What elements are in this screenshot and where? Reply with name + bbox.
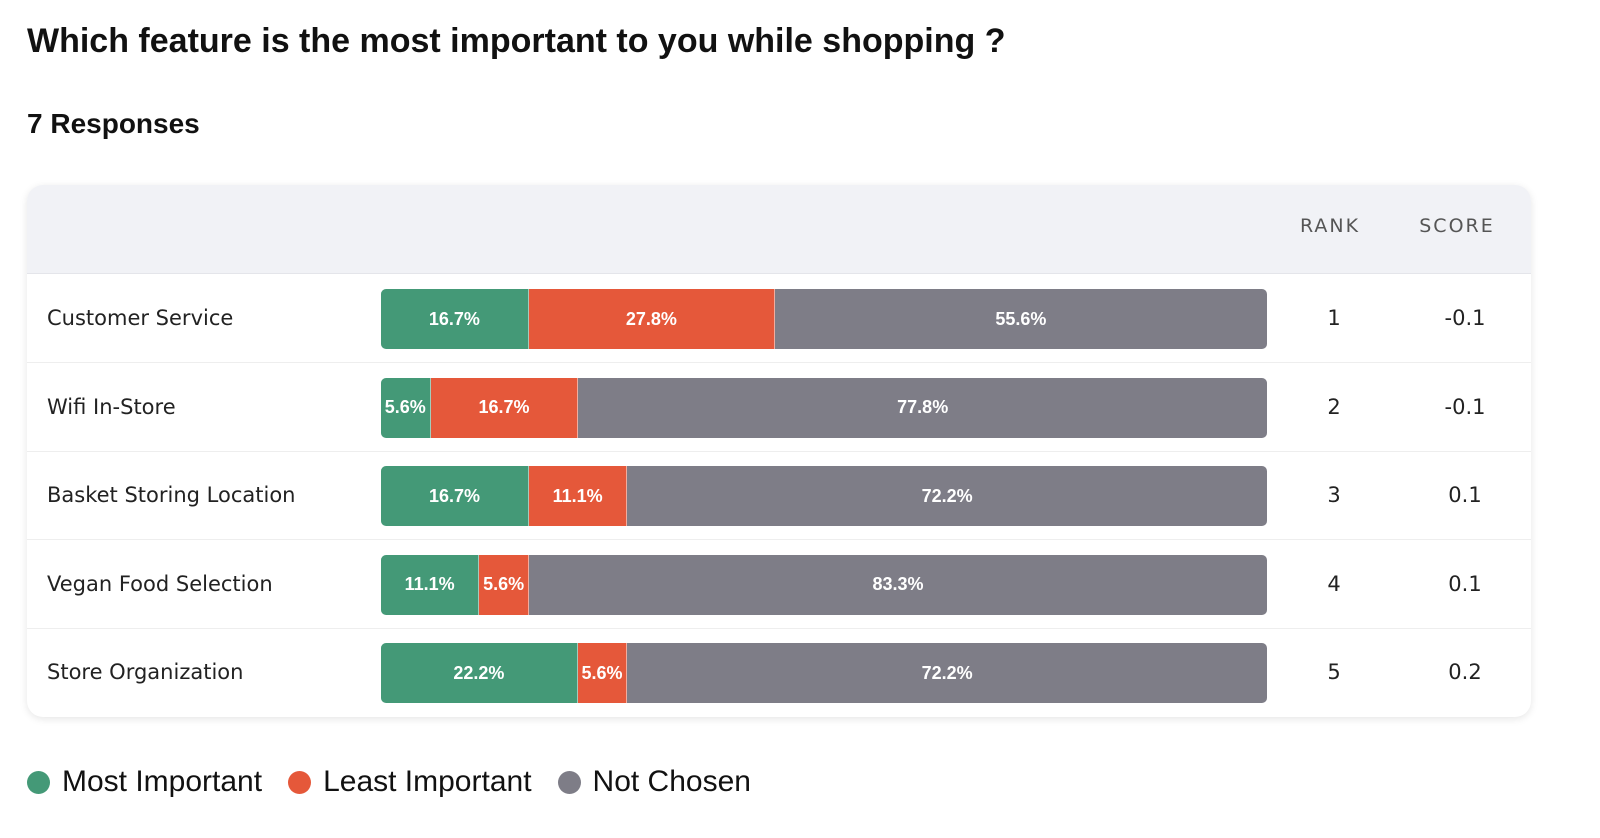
rank-value: 3 bbox=[1327, 483, 1341, 508]
stacked-bar: 11.1% 5.6% 83.3% bbox=[381, 554, 1267, 615]
legend-label: Not Chosen bbox=[592, 765, 751, 798]
data-label: 5.6% bbox=[581, 662, 623, 683]
stacked-bar: 16.7% 27.8% 55.6% bbox=[381, 289, 1267, 349]
legend-item: Not Chosen bbox=[557, 765, 751, 799]
data-label: 72.2% bbox=[921, 485, 973, 506]
rank-value: 2 bbox=[1327, 394, 1341, 419]
chart-legend: Most Important Least Important Not Chosen bbox=[27, 765, 777, 799]
not-chosen-segment: 83.3% bbox=[528, 554, 1267, 615]
most-important-segment: 5.6% bbox=[381, 377, 431, 438]
category-label: Vegan Food Selection bbox=[47, 571, 273, 596]
least-important-segment: 11.1% bbox=[528, 466, 628, 527]
most-important-segment: 11.1% bbox=[381, 554, 480, 615]
not-chosen-segment: 72.2% bbox=[627, 643, 1267, 704]
legend-label: Most Important bbox=[62, 765, 263, 798]
least-important-segment: 5.6% bbox=[479, 554, 529, 615]
legend-item: Most Important bbox=[27, 765, 262, 799]
least-important-segment: 27.8% bbox=[528, 289, 775, 349]
not-chosen-segment: 72.2% bbox=[627, 466, 1267, 527]
stacked-bar: 22.2% 5.6% 72.2% bbox=[381, 643, 1267, 704]
legend-dot-icon bbox=[557, 770, 581, 794]
data-label: 27.8% bbox=[625, 308, 677, 329]
table-row: Store Organization 22.2% 5.6% 72.2% 5 0.2 bbox=[27, 628, 1531, 716]
category-label: Customer Service bbox=[47, 306, 234, 330]
most-important-segment: 16.7% bbox=[381, 466, 529, 527]
rank-value: 1 bbox=[1327, 306, 1341, 330]
ranking-table: RANK SCORE Customer Service 16.7% 27.8% 55.… bbox=[27, 185, 1531, 717]
data-label: 83.3% bbox=[872, 574, 924, 595]
least-important-segment: 5.6% bbox=[577, 643, 628, 704]
table-row: Wifi In-Store 5.6% 16.7% 77.8% 2 -0.1 bbox=[27, 363, 1531, 452]
score-value: 0.1 bbox=[1448, 571, 1482, 596]
responses-count: 7 Responses bbox=[27, 108, 200, 139]
table-header: RANK SCORE bbox=[27, 185, 1531, 274]
least-important-segment: 16.7% bbox=[430, 377, 579, 438]
not-chosen-segment: 55.6% bbox=[774, 289, 1267, 349]
stacked-bar: 16.7% 11.1% 72.2% bbox=[381, 466, 1267, 527]
table-row: Vegan Food Selection 11.1% 5.6% 83.3% 4 0.1 bbox=[27, 540, 1531, 629]
category-label: Wifi In-Store bbox=[47, 394, 176, 419]
legend-dot-icon bbox=[27, 770, 50, 794]
data-label: 5.6% bbox=[384, 397, 426, 418]
data-label: 11.1% bbox=[404, 574, 455, 595]
score-column-header: SCORE bbox=[1419, 215, 1495, 237]
stacked-bar: 5.6% 16.7% 77.8% bbox=[381, 377, 1267, 438]
data-label: 5.6% bbox=[483, 574, 525, 595]
data-label: 72.2% bbox=[921, 662, 973, 683]
rank-value: 5 bbox=[1327, 660, 1341, 685]
table-row: Basket Storing Location 16.7% 11.1% 72.2% 3 0… bbox=[27, 451, 1531, 541]
not-chosen-segment: 77.8% bbox=[578, 377, 1267, 438]
score-value: -0.1 bbox=[1444, 306, 1486, 330]
category-label: Basket Storing Location bbox=[47, 483, 296, 508]
data-label: 55.6% bbox=[995, 308, 1047, 329]
most-important-segment: 16.7% bbox=[381, 289, 529, 349]
score-value: 0.2 bbox=[1448, 660, 1482, 685]
data-label: 16.7% bbox=[478, 397, 530, 418]
data-label: 11.1% bbox=[552, 485, 603, 506]
category-label: Store Organization bbox=[47, 660, 244, 685]
data-label: 77.8% bbox=[897, 397, 949, 418]
data-label: 16.7% bbox=[428, 308, 480, 329]
score-value: 0.1 bbox=[1448, 483, 1482, 508]
data-label: 22.2% bbox=[453, 662, 505, 683]
question-title: Which feature is the most important to y… bbox=[27, 22, 1006, 60]
most-important-segment: 22.2% bbox=[381, 643, 578, 704]
table-row: Customer Service 16.7% 27.8% 55.6% 1 -0.1 bbox=[27, 274, 1531, 363]
legend-dot-icon bbox=[288, 770, 312, 794]
rank-value: 4 bbox=[1327, 571, 1341, 596]
rank-column-header: RANK bbox=[1299, 215, 1361, 237]
legend-label: Least Important bbox=[323, 765, 532, 798]
score-value: -0.1 bbox=[1444, 394, 1486, 419]
data-label: 16.7% bbox=[428, 485, 480, 506]
legend-item: Least Important bbox=[288, 765, 532, 799]
